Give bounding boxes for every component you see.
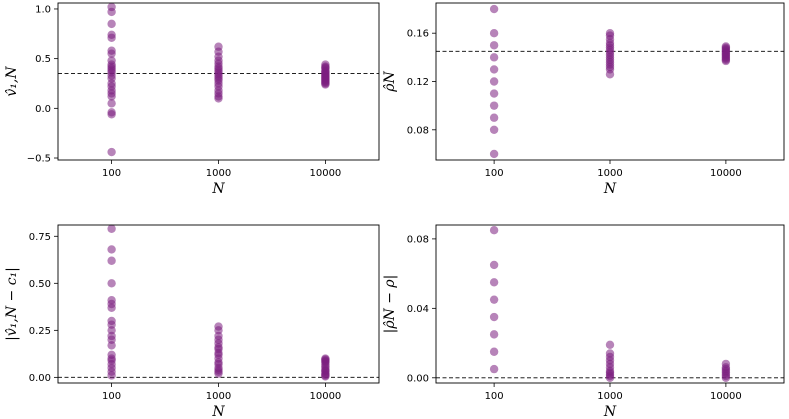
y-tick-label: 0.0 <box>35 104 51 115</box>
data-point <box>605 340 615 350</box>
data-point <box>489 149 499 159</box>
x-tick-label: 100 <box>102 391 121 402</box>
data-point <box>214 369 223 378</box>
x-tick-label: 10000 <box>309 168 341 179</box>
data-point <box>107 92 116 101</box>
x-tick-label: 10000 <box>309 391 341 402</box>
y-tick-label: 0.00 <box>29 373 51 384</box>
data-point <box>107 303 116 312</box>
y-axis-label: ρ̂N <box>382 71 398 93</box>
y-tick-label: 0.5 <box>35 54 51 65</box>
x-tick-label: 100 <box>485 168 504 179</box>
panel-2: 0.08 0.12 0.16 100 1000 10000 Nρ̂N <box>382 2 785 197</box>
data-point <box>107 245 116 254</box>
data-point <box>489 312 499 322</box>
data-point <box>489 53 499 62</box>
y-axis-label: |v̂₁,N − c₁| <box>4 267 20 341</box>
data-point <box>107 19 116 29</box>
data-point <box>605 373 615 382</box>
data-point <box>489 41 499 50</box>
data-point <box>489 295 499 304</box>
data-point <box>489 28 499 38</box>
panel-1: −0.5 0.0 0.5 1.0 100 1000 10000 Nv̂₁,N <box>4 2 380 197</box>
data-point <box>489 4 499 14</box>
data-point <box>489 330 499 339</box>
y-tick-label: 0.08 <box>407 125 429 136</box>
x-tick-label: 1000 <box>597 168 622 179</box>
data-point <box>321 80 330 89</box>
y-tick-label: 0.04 <box>407 304 429 315</box>
data-point <box>107 99 116 108</box>
data-point <box>107 341 116 350</box>
y-tick-label: 0.25 <box>29 326 51 337</box>
data-point <box>489 347 499 356</box>
x-tick-label: 100 <box>102 168 121 179</box>
data-point <box>489 226 499 235</box>
x-tick-label: 1000 <box>206 391 231 402</box>
data-point <box>107 279 116 288</box>
x-tick-label: 1000 <box>206 168 231 179</box>
data-point <box>489 260 499 270</box>
panel-3: 0.00 0.25 0.50 0.75 100 1000 10000 N |v̂₁,N − c₁… <box>4 224 380 419</box>
data-point <box>107 110 116 119</box>
data-point <box>721 56 731 66</box>
data-point <box>489 278 499 287</box>
y-axis-label: v̂₁,N <box>4 66 20 97</box>
y-tick-label: 0.00 <box>407 373 429 384</box>
data-point <box>107 49 116 58</box>
panel-4: 0.00 0.04 0.08 100 1000 10000 N |ρ̂N − ρ| <box>382 224 785 419</box>
data-point <box>107 371 116 380</box>
y-tick-label: 0.50 <box>29 279 51 290</box>
y-tick-label: 0.16 <box>407 29 429 40</box>
data-point <box>489 113 499 122</box>
x-axis-label: N <box>211 181 225 197</box>
data-point <box>107 33 116 42</box>
x-axis-label: N <box>603 404 617 419</box>
x-axis-label: N <box>211 404 225 419</box>
y-tick-label: 0.75 <box>29 232 51 243</box>
x-tick-label: 1000 <box>597 391 622 402</box>
x-tick-label: 100 <box>485 391 504 402</box>
y-tick-label: 0.08 <box>407 234 429 245</box>
data-point <box>489 65 499 74</box>
data-point <box>321 372 330 381</box>
y-tick-label: 0.12 <box>407 77 429 88</box>
data-point <box>489 364 499 374</box>
data-point <box>107 224 116 233</box>
data-point <box>489 125 499 135</box>
data-point <box>107 7 116 17</box>
y-axis-label: |ρ̂N − ρ| <box>382 275 398 334</box>
x-axis-label: N <box>603 181 617 197</box>
x-tick-label: 10000 <box>710 391 742 402</box>
y-tick-label: 1.0 <box>35 4 51 15</box>
data-point <box>489 77 499 86</box>
data-point <box>107 147 116 157</box>
x-tick-label: 10000 <box>710 168 742 179</box>
data-point <box>605 70 615 79</box>
data-point <box>489 101 499 110</box>
data-point <box>214 94 223 103</box>
data-point <box>107 256 116 265</box>
data-point <box>489 89 499 98</box>
data-point <box>721 373 731 382</box>
y-tick-label: −0.5 <box>27 154 51 165</box>
